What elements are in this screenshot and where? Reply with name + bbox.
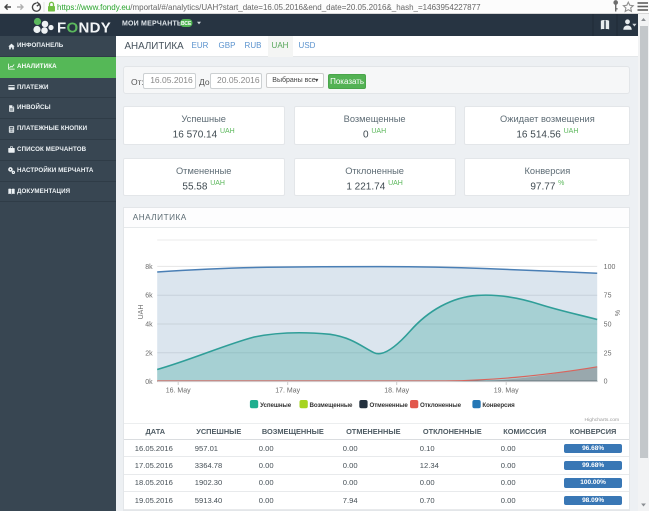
svg-text:0: 0 [603,378,607,385]
svg-text:UAH: UAH [138,305,145,320]
svg-text:75: 75 [603,293,611,300]
svg-text:16. May: 16. May [166,387,191,394]
svg-text:Отклоненные: Отклоненные [420,402,462,409]
svg-text:17. May: 17. May [275,387,300,394]
svg-text:Успешные: Успешные [260,402,292,409]
svg-text:100: 100 [603,264,615,271]
svg-text:Отмененные: Отмененные [369,402,408,409]
svg-text:%: % [615,310,622,316]
svg-text:Highcharts.com: Highcharts.com [584,417,619,423]
svg-text:6k: 6k [145,293,153,300]
svg-text:ВСЕ: ВСЕ [181,21,192,27]
svg-text:0k: 0k [145,379,153,386]
svg-text:8k: 8k [145,264,153,271]
svg-text:18. May: 18. May [384,387,409,394]
svg-text:2k: 2k [145,350,153,357]
svg-text:19. May: 19. May [494,387,519,394]
svg-text:Конверсия: Конверсия [482,402,515,409]
svg-text:Возмещенные: Возмещенные [309,402,353,409]
svg-text:4k: 4k [145,322,153,329]
svg-text:FONDY: FONDY [57,20,111,37]
svg-text:50: 50 [603,322,611,329]
svg-text:МОИ МЕРЧАНТЫ: МОИ МЕРЧАНТЫ [122,21,184,28]
svg-text:25: 25 [603,350,611,357]
